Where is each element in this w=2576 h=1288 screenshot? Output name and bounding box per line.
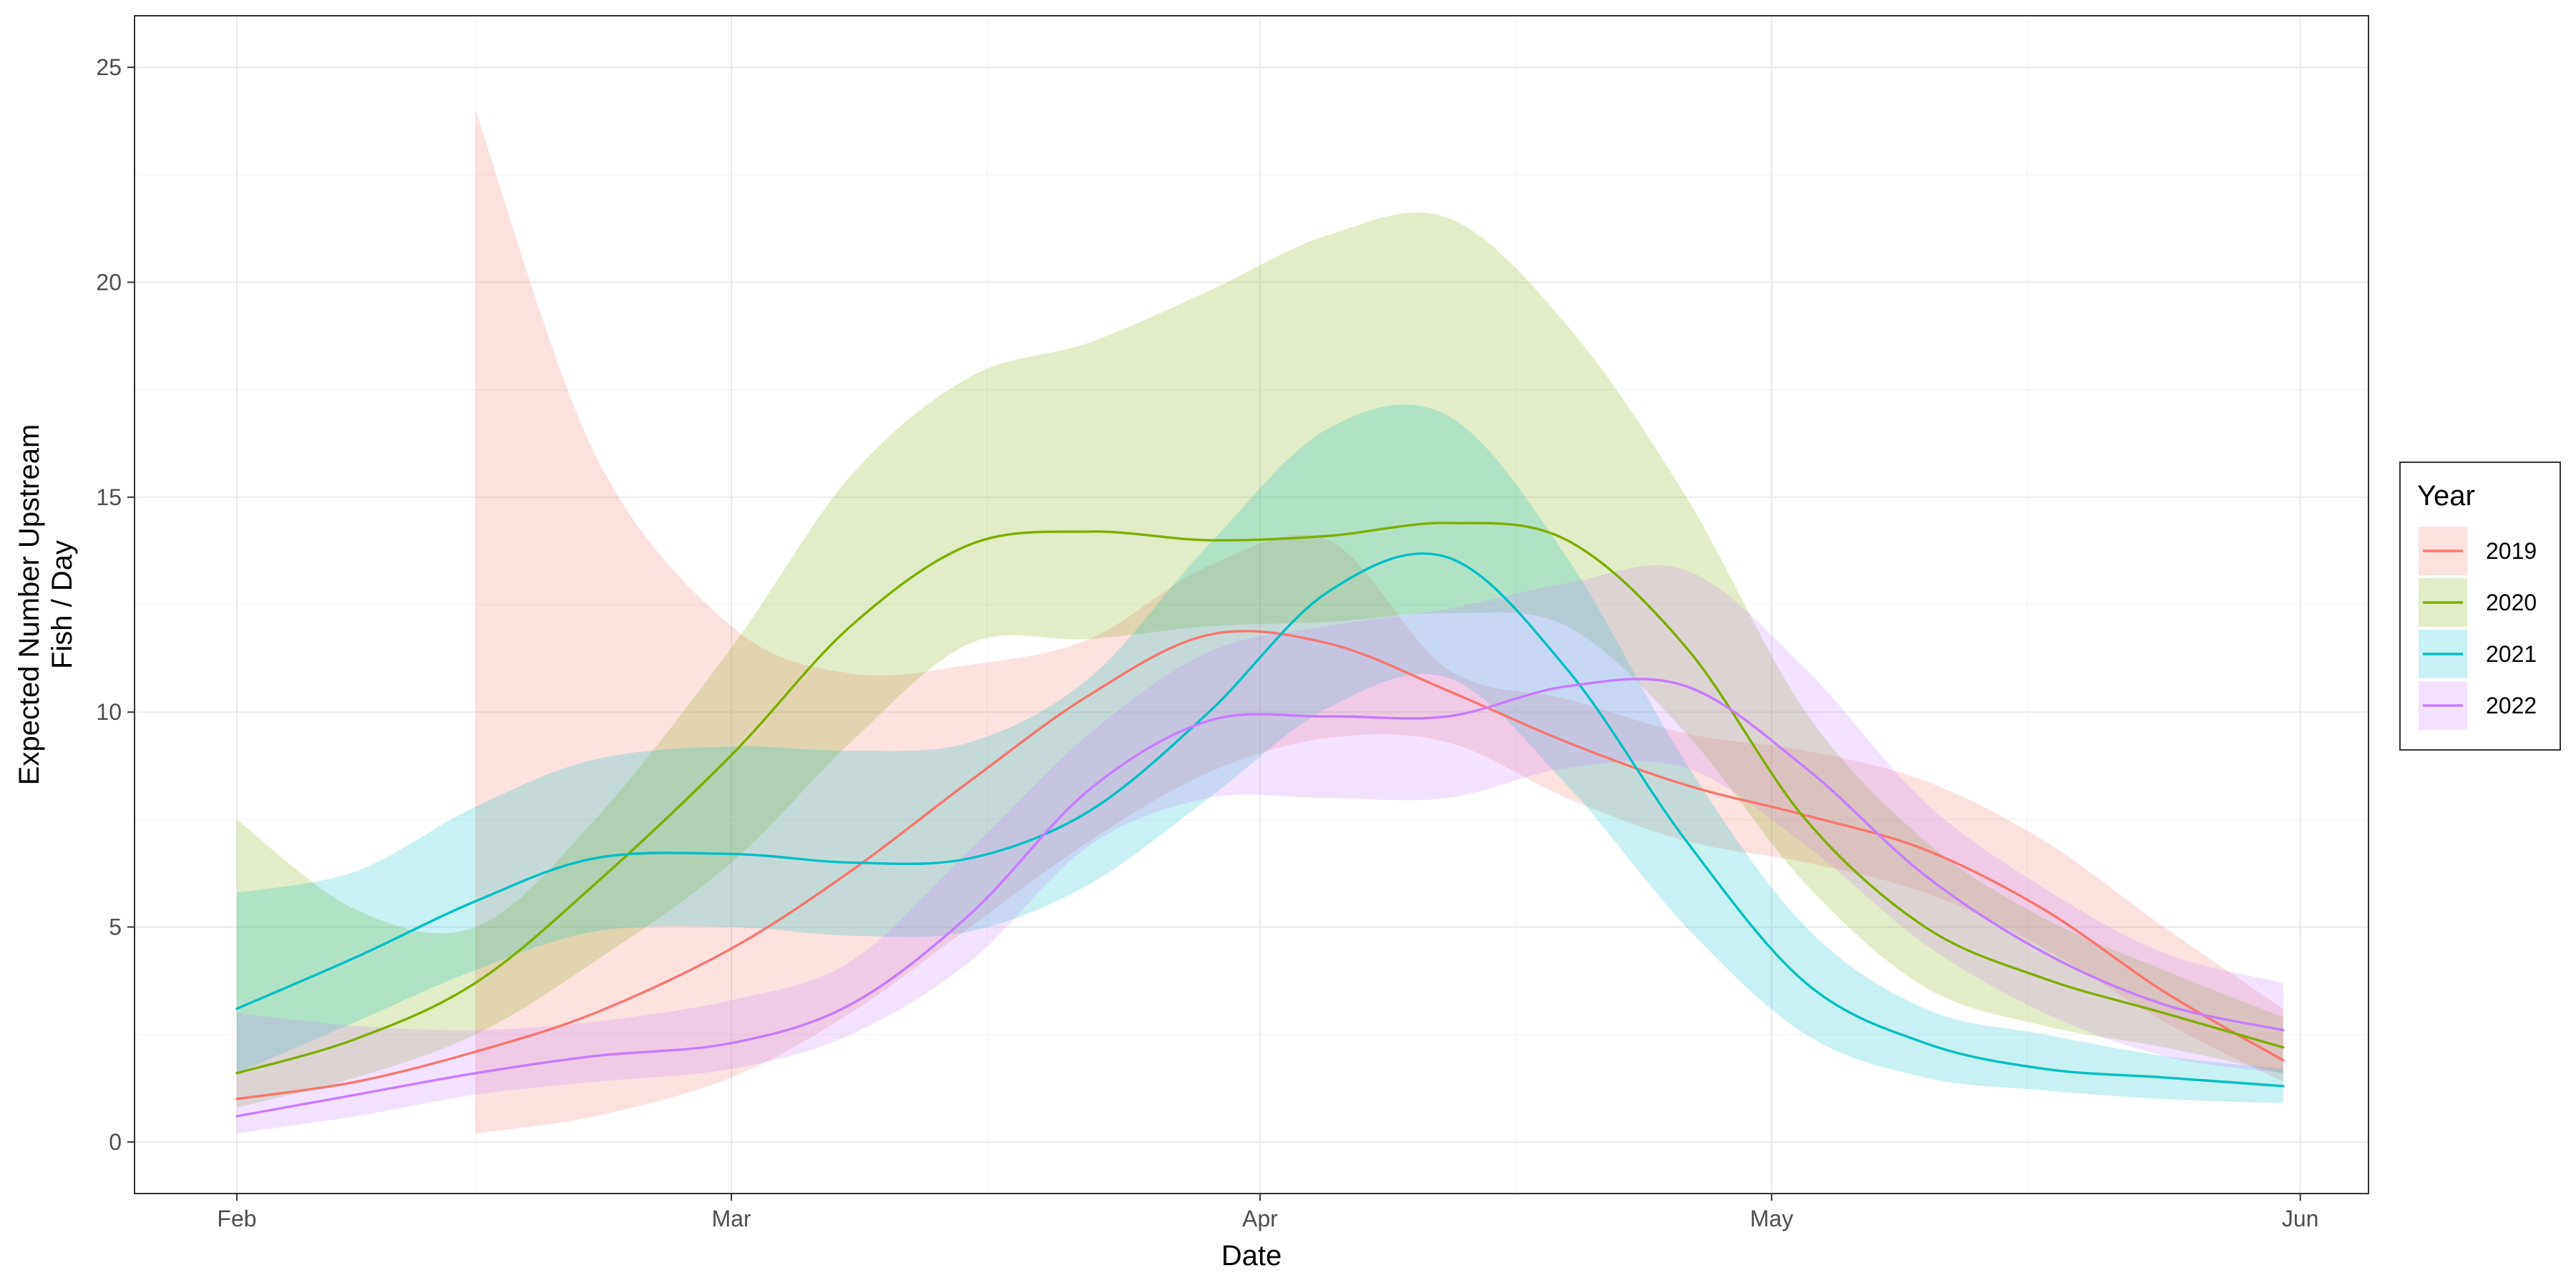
series-line-2020 — [235, 522, 2285, 1075]
legend-label: 2019 — [2486, 538, 2537, 564]
series-line-2021 — [235, 552, 2285, 1088]
series-lines — [235, 522, 2285, 1118]
y-tick-label: 15 — [96, 484, 122, 510]
legend-label: 2022 — [2486, 693, 2537, 718]
series-line-2022 — [235, 678, 2285, 1118]
y-tick-label: 0 — [109, 1129, 122, 1155]
band-2021 — [237, 404, 2283, 1103]
confidence-bands — [237, 110, 2283, 1133]
x-tick-label: May — [1750, 1206, 1793, 1231]
legend-label: 2020 — [2486, 590, 2537, 615]
band-2019 — [475, 110, 2283, 1133]
y-tick-label: 10 — [96, 699, 122, 725]
y-tick-label: 5 — [109, 914, 122, 940]
x-axis: Feb Mar Apr May Jun — [217, 1194, 2318, 1231]
legend-box — [2399, 462, 2561, 751]
legend-item-2022: 2022 — [2419, 681, 2537, 730]
legend-items: 2019 2020 2021 2022 — [2419, 527, 2537, 730]
legend-item-2020: 2020 — [2419, 578, 2537, 627]
legend-item-2021: 2021 — [2419, 630, 2537, 678]
y-axis-title-line-2: Fish / Day — [47, 540, 78, 669]
y-tick-label: 25 — [96, 54, 122, 80]
legend: Year 2019 2020 2021 2022 — [2399, 462, 2561, 751]
legend-title: Year — [2417, 480, 2475, 512]
grid — [135, 16, 2368, 1194]
band-2022 — [237, 565, 2283, 1133]
legend-label: 2021 — [2486, 641, 2537, 667]
y-axis: 0 5 10 15 20 25 — [96, 54, 135, 1155]
band-2020 — [237, 212, 2283, 1108]
x-tick-label: Apr — [1242, 1206, 1278, 1231]
legend-item-2019: 2019 — [2419, 527, 2537, 575]
y-tick-label: 20 — [96, 269, 122, 295]
y-axis-title-line-1: Expected Number Upstream — [14, 424, 45, 786]
plot-panel-border — [134, 15, 2369, 1194]
x-tick-label: Mar — [712, 1206, 751, 1231]
series-line-2019 — [235, 630, 2285, 1101]
x-tick-label: Jun — [2282, 1206, 2319, 1231]
x-tick-label: Feb — [217, 1206, 256, 1231]
y-axis-title: Expected Number Upstream Fish / Day — [14, 424, 78, 786]
x-axis-title: Date — [1221, 1240, 1282, 1272]
